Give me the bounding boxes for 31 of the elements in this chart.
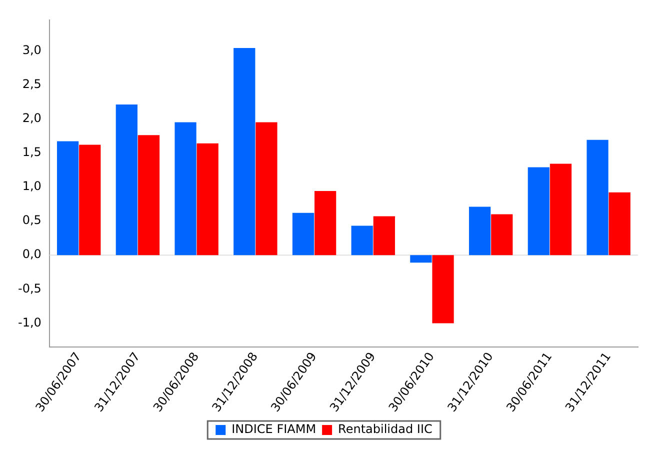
bar [351, 226, 373, 256]
bar [608, 192, 630, 256]
bar [138, 135, 160, 256]
bar [79, 144, 101, 256]
bar [550, 164, 572, 256]
y-tick-label: 1,0 [22, 179, 42, 194]
legend-label: Rentabilidad IIC [338, 422, 432, 436]
bar [469, 206, 491, 256]
y-tick-label: 2,0 [22, 110, 42, 125]
y-tick-label: -0,5 [18, 281, 42, 296]
bar [196, 143, 218, 256]
bar [432, 255, 454, 324]
bar [314, 191, 336, 256]
y-tick-label: 2,5 [22, 76, 42, 91]
bar [410, 255, 432, 263]
bar [491, 214, 513, 256]
y-tick-label: 0,0 [22, 247, 42, 262]
y-tick-label: 1,5 [22, 145, 42, 160]
y-tick-label: -1,0 [18, 315, 42, 330]
bar [256, 122, 278, 256]
bar [528, 167, 550, 256]
y-tick-label: 0,5 [22, 213, 42, 228]
bar [174, 122, 196, 256]
bar [56, 141, 79, 256]
bar [292, 212, 314, 256]
y-tick-label: 3,0 [22, 42, 42, 57]
legend-label: INDICE FIAMM [232, 422, 316, 436]
bar [373, 216, 395, 256]
bar [116, 104, 138, 256]
bar [586, 140, 608, 256]
bar [234, 48, 256, 256]
